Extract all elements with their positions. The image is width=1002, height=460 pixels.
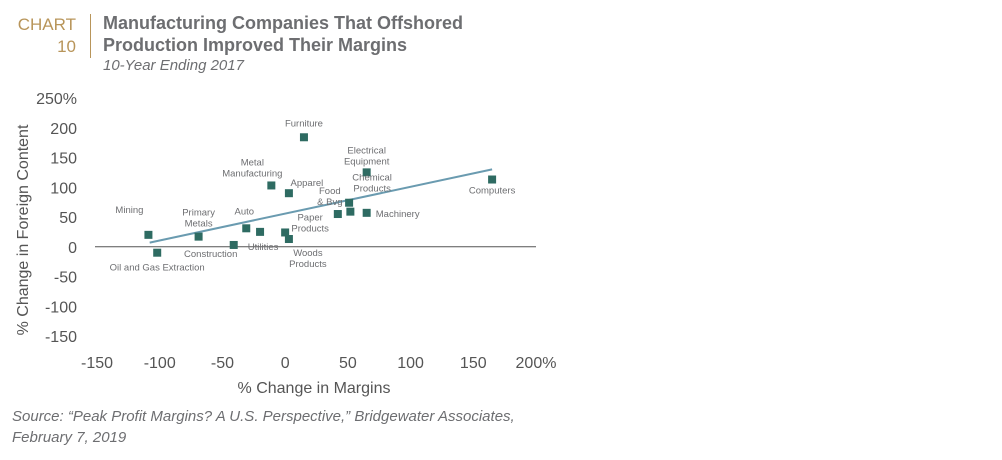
point-label-auto: Auto: [234, 206, 254, 217]
point-utilities: [256, 227, 265, 236]
chart-subtitle: 10-Year Ending 2017: [103, 57, 244, 74]
x-tick-label: -100: [144, 355, 176, 372]
y-tick-label: 200: [50, 121, 77, 138]
point-auto: [242, 224, 251, 233]
point-label-primary-metals: Primary Metals: [182, 208, 215, 230]
point-label-utilities: Utilities: [248, 242, 279, 253]
point-oil-and-gas-extraction: [153, 248, 162, 257]
point-label-electrical-equipment: Electrical Equipment: [344, 145, 390, 167]
source-note: Source: “Peak Profit Margins? A U.S. Per…: [12, 406, 572, 448]
point-computers: [488, 175, 497, 184]
y-tick-label: 0: [68, 240, 77, 257]
y-tick-label: 100: [50, 180, 77, 197]
point-label-furniture: Furniture: [285, 118, 323, 129]
tag-divider: [90, 14, 91, 58]
point-metal-manufacturing: [267, 181, 276, 190]
x-tick-label: -150: [81, 355, 113, 372]
chart-number: 10: [57, 37, 76, 56]
point-construction: [229, 240, 238, 249]
point-label-machinery: Machinery: [376, 209, 420, 220]
y-tick-label: -100: [45, 299, 77, 316]
x-tick-label: 150: [460, 355, 487, 372]
point-primary-metals: [194, 232, 203, 241]
point-apparel: [284, 189, 293, 198]
y-tick-label: 50: [59, 210, 77, 227]
point-chemical-products: [345, 198, 354, 207]
point-label-metal-manufacturing: Metal Manufacturing: [222, 157, 282, 179]
y-axis-title: % Change in Foreign Content: [15, 124, 32, 335]
y-tick-label: 150: [50, 151, 77, 168]
title-line-1: Manufacturing Companies That Offshored: [103, 13, 464, 33]
y-tick-label: 250%: [36, 91, 77, 108]
point-label-chemical-products: Chemical Products: [352, 173, 392, 195]
chart-title: Manufacturing Companies That Offshored P…: [103, 12, 623, 56]
point-label-woods-products: Woods Products: [289, 248, 327, 270]
x-tick-label: 50: [339, 355, 357, 372]
y-tick-label: -150: [45, 329, 77, 346]
x-tick-label: 100: [397, 355, 424, 372]
point-electrical-equipment: [362, 168, 371, 177]
title-line-2: Production Improved Their Margins: [103, 35, 408, 55]
chart-tag: CHART 10: [12, 14, 76, 58]
point-label-construction: Construction: [184, 249, 237, 260]
x-axis-title: % Change in Margins: [238, 380, 391, 397]
point-unlabeled: [346, 207, 355, 216]
point-label-oil-and-gas-extraction: Oil and Gas Extraction: [110, 263, 205, 274]
point-label-food-bvg: Food & Bvg: [317, 186, 342, 208]
x-tick-label: -50: [211, 355, 234, 372]
point-label-apparel: Apparel: [291, 178, 324, 189]
point-label-paper-products: Paper Products: [291, 212, 329, 234]
x-tick-label: 0: [281, 355, 290, 372]
point-paper-products: [281, 228, 290, 237]
point-label-mining: Mining: [115, 205, 143, 216]
x-tick-label: 200%: [516, 355, 557, 372]
y-tick-label: -50: [54, 270, 77, 287]
source-line-1: Source: “Peak Profit Margins? A U.S. Per…: [12, 408, 515, 425]
point-label-computers: Computers: [469, 186, 516, 197]
source-line-2: February 7, 2019: [12, 429, 127, 446]
point-furniture: [299, 133, 308, 142]
point-machinery: [362, 208, 371, 217]
point-mining: [144, 230, 153, 239]
point-woods-products: [284, 235, 293, 244]
point-food-bvg: [333, 210, 342, 219]
trendline: [149, 168, 493, 244]
chart-word: CHART: [17, 15, 76, 34]
